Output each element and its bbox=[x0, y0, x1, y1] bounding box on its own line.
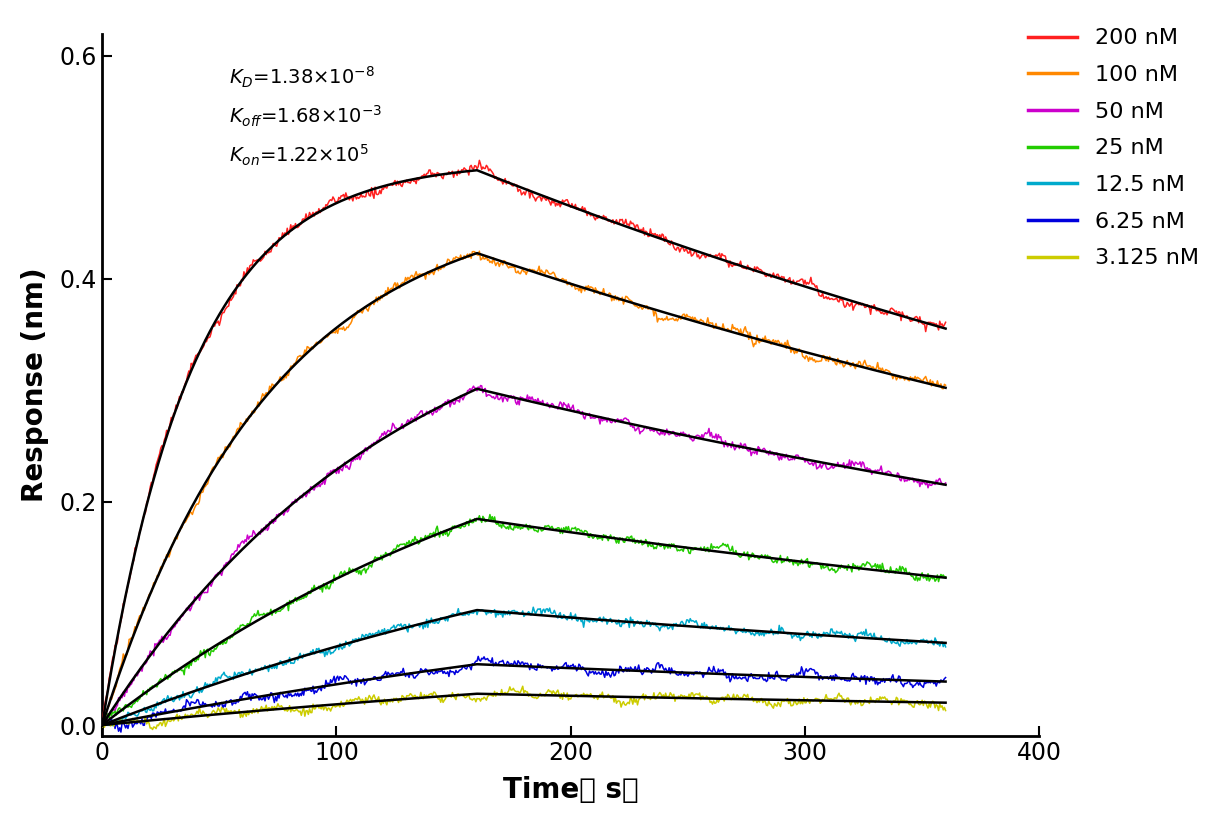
X-axis label: Time（ s）: Time（ s） bbox=[503, 776, 638, 804]
Text: $K_{D}$=1.38×10$^{-8}$
$K_{off}$=1.68×10$^{-3}$
$K_{on}$=1.22×10$^{5}$: $K_{D}$=1.38×10$^{-8}$ $K_{off}$=1.68×10… bbox=[229, 65, 382, 168]
Legend: 200 nM, 100 nM, 50 nM, 25 nM, 12.5 nM, 6.25 nM, 3.125 nM: 200 nM, 100 nM, 50 nM, 25 nM, 12.5 nM, 6… bbox=[1020, 20, 1209, 277]
Y-axis label: Response (nm): Response (nm) bbox=[21, 267, 49, 502]
